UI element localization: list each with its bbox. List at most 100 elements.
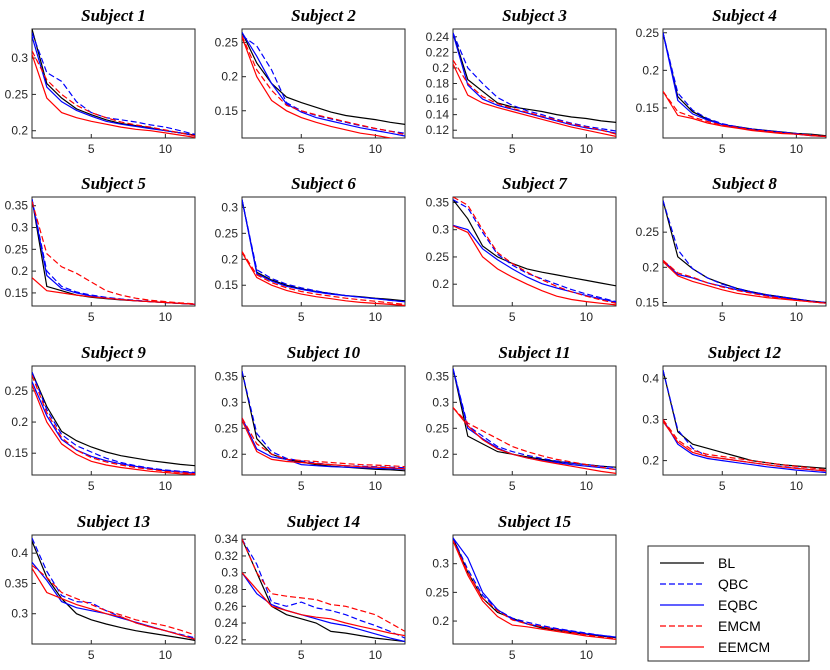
- plot-area: [452, 28, 617, 139]
- y-tick-label: 0.3: [432, 223, 449, 237]
- y-tick-label: 0.24: [426, 30, 450, 44]
- chart-title: Subject 13: [77, 512, 151, 531]
- y-tick-label: 0.3: [11, 221, 28, 235]
- series-line-emcm: [453, 540, 616, 640]
- y-tick-label: 0.18: [426, 77, 450, 91]
- y-tick-label: 0.15: [215, 278, 239, 292]
- series-line-emcm: [242, 538, 405, 632]
- series-line-bl: [453, 32, 616, 123]
- series-line-eemcm: [32, 277, 195, 305]
- y-tick-label: 0.16: [426, 92, 450, 106]
- y-tick-label: 0.35: [215, 369, 239, 383]
- y-tick-label: 0.15: [636, 101, 660, 115]
- legend-label-bl: BL: [718, 555, 735, 571]
- y-tick-label: 0.35: [5, 576, 29, 590]
- y-tick-label: 0.3: [642, 412, 659, 426]
- x-tick-label: 10: [369, 479, 383, 493]
- series-line-eemcm: [663, 421, 826, 472]
- series-line-emcm: [32, 564, 195, 636]
- legend-box: [647, 545, 810, 662]
- series-line-emcm: [453, 59, 616, 135]
- chart-title: Subject 4: [712, 6, 777, 25]
- x-tick-label: 5: [88, 310, 95, 324]
- series-line-eemcm: [242, 36, 395, 138]
- series-line-eqbc: [242, 199, 405, 303]
- subplot-6: Subject 6 5 10 0.15 0.2 0.25 0.3: [215, 174, 406, 324]
- x-tick-label: 10: [580, 310, 594, 324]
- series-line-bl: [663, 200, 826, 304]
- series-line-eqbc: [453, 537, 616, 638]
- y-tick-label: 0.3: [11, 51, 28, 65]
- series-line-eqbc: [242, 32, 405, 137]
- y-tick-label: 0.28: [215, 583, 239, 597]
- subplot-15: Subject 15 5 10 0.2 0.25 0.3: [426, 512, 617, 662]
- x-tick-label: 10: [159, 648, 173, 662]
- chart-title: Subject 12: [708, 343, 782, 362]
- subplot-7: Subject 7 5 10 0.2 0.25 0.3 0.35: [426, 174, 617, 324]
- plot-area: [452, 196, 617, 307]
- y-tick-label: 0.15: [5, 286, 29, 300]
- y-tick-label: 0.2: [11, 415, 28, 429]
- y-tick-label: 0.25: [636, 26, 660, 40]
- series-line-eemcm: [453, 407, 616, 474]
- series-line-eemcm: [242, 572, 405, 637]
- x-tick-label: 10: [369, 310, 383, 324]
- y-tick-label: 0.15: [5, 446, 29, 460]
- series-line-emcm: [453, 407, 616, 471]
- series-line-eemcm: [663, 261, 826, 304]
- subplot-12: Subject 12 5 10 0.2 0.3 0.4: [642, 343, 827, 493]
- plot-area: [452, 365, 617, 476]
- plot-area: [241, 28, 406, 139]
- series-line-eemcm: [32, 54, 195, 138]
- y-tick-label: 0.34: [215, 532, 239, 546]
- y-tick-label: 0.2: [432, 277, 449, 291]
- series-line-qbc: [242, 199, 405, 303]
- y-tick-label: 0.35: [5, 199, 29, 213]
- y-tick-label: 0.3: [11, 607, 28, 621]
- x-tick-label: 5: [298, 142, 305, 156]
- y-tick-label: 0.2: [642, 63, 659, 77]
- legend-label-qbc: QBC: [718, 576, 748, 592]
- y-tick-label: 0.15: [215, 104, 239, 118]
- x-tick-label: 5: [509, 142, 516, 156]
- series-line-qbc: [242, 538, 405, 639]
- series-line-eemcm: [453, 225, 616, 306]
- x-tick-label: 10: [159, 479, 173, 493]
- series-line-bl: [32, 540, 195, 641]
- chart-title: Subject 2: [291, 6, 356, 25]
- x-tick-label: 5: [719, 479, 726, 493]
- y-tick-label: 0.3: [432, 557, 449, 571]
- y-tick-label: 0.2: [221, 252, 238, 266]
- y-tick-label: 0.14: [426, 108, 450, 122]
- x-tick-label: 5: [88, 648, 95, 662]
- x-tick-label: 10: [790, 142, 804, 156]
- plot-area: [241, 365, 406, 476]
- y-tick-label: 0.2: [642, 260, 659, 274]
- y-tick-label: 0.3: [221, 395, 238, 409]
- series-line-eqbc: [453, 224, 616, 303]
- y-tick-label: 0.2: [642, 454, 659, 468]
- series-line-qbc: [242, 35, 405, 134]
- y-tick-label: 0.4: [642, 371, 659, 385]
- chart-title: Subject 8: [712, 174, 777, 193]
- x-tick-label: 5: [509, 479, 516, 493]
- y-tick-label: 0.2: [221, 447, 238, 461]
- x-tick-label: 10: [580, 479, 594, 493]
- y-tick-label: 0.25: [5, 384, 29, 398]
- subplot-10: Subject 10 5 10 0.2 0.25 0.3 0.35: [215, 343, 406, 493]
- series-line-eqbc: [242, 417, 405, 470]
- x-tick-label: 10: [159, 310, 173, 324]
- y-tick-label: 0.2: [11, 264, 28, 278]
- series-line-emcm: [242, 417, 405, 468]
- plot-area: [31, 365, 196, 476]
- y-tick-label: 0.26: [215, 599, 239, 613]
- series-line-eemcm: [32, 384, 195, 475]
- series-line-emcm: [663, 419, 826, 471]
- series-line-eemcm: [663, 91, 826, 138]
- series-line-qbc: [32, 537, 195, 639]
- subplot-9: Subject 9 5 10 0.15 0.2 0.25: [5, 343, 196, 493]
- y-tick-label: 0.25: [215, 226, 239, 240]
- series-line-bl: [663, 369, 826, 469]
- chart-title: Subject 5: [81, 174, 146, 193]
- y-tick-label: 0.3: [432, 395, 449, 409]
